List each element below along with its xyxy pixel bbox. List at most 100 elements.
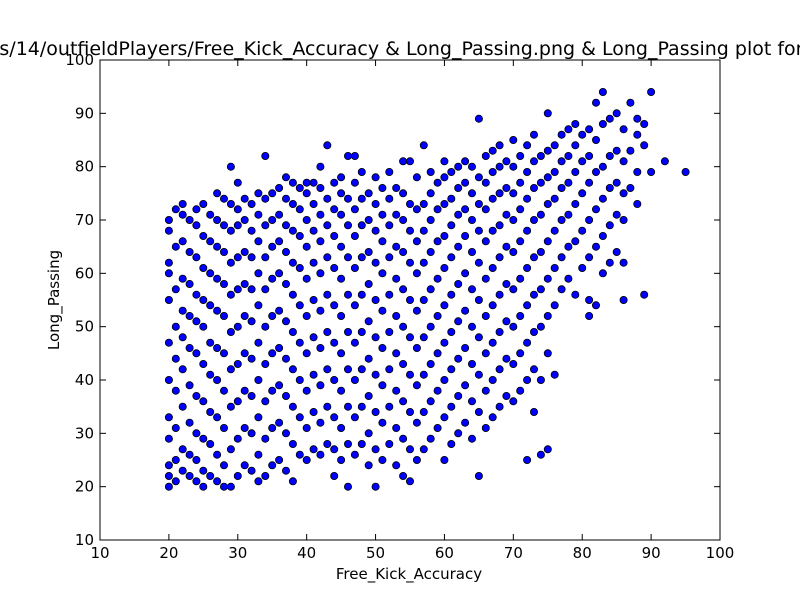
scatter-point (550, 226, 559, 235)
scatter-point (206, 301, 215, 310)
scatter-point (268, 189, 277, 198)
scatter-point (330, 231, 339, 240)
scatter-point (440, 263, 449, 272)
scatter-point (509, 162, 518, 171)
scatter-point (371, 482, 380, 491)
scatter-point (323, 365, 332, 374)
scatter-point (199, 295, 208, 304)
scatter-point (233, 253, 242, 262)
scatter-point (433, 311, 442, 320)
scatter-point (254, 301, 263, 310)
scatter-point (433, 178, 442, 187)
scatter-point (405, 157, 414, 166)
scatter-point (633, 199, 642, 208)
scatter-point (185, 471, 194, 480)
y-tick-label: 30 (75, 424, 94, 442)
scatter-point (419, 370, 428, 379)
scatter-point (585, 253, 594, 262)
scatter-point (474, 114, 483, 123)
scatter-point (543, 445, 552, 454)
scatter-point (564, 210, 573, 219)
scatter-point (254, 269, 263, 278)
scatter-point (281, 221, 290, 230)
scatter-point (268, 349, 277, 358)
scatter-point (337, 274, 346, 283)
scatter-point (323, 402, 332, 411)
scatter-point (185, 215, 194, 224)
scatter-point (405, 445, 414, 454)
scatter-point (350, 231, 359, 240)
scatter-point (240, 386, 249, 395)
scatter-point (295, 183, 304, 192)
scatter-point (240, 461, 249, 470)
scatter-point (226, 162, 235, 171)
scatter-point (275, 237, 284, 246)
scatter-point (350, 375, 359, 384)
scatter-point (495, 327, 504, 336)
scatter-point (502, 183, 511, 192)
scatter-point (247, 429, 256, 438)
scatter-point (364, 317, 373, 326)
scatter-point (543, 274, 552, 283)
scatter-point (171, 423, 180, 432)
scatter-point (399, 471, 408, 480)
scatter-point (219, 247, 228, 256)
scatter-point (543, 349, 552, 358)
scatter-point (213, 215, 222, 224)
scatter-point (247, 285, 256, 294)
scatter-point (295, 338, 304, 347)
scatter-point (268, 274, 277, 283)
scatter-point (378, 418, 387, 427)
scatter-point (523, 375, 532, 384)
scatter-point (213, 242, 222, 251)
scatter-point (268, 242, 277, 251)
x-axis-label: Free_Kick_Accuracy (336, 565, 482, 584)
scatter-point (426, 434, 435, 443)
scatter-points (164, 88, 690, 491)
scatter-point (350, 338, 359, 347)
scatter-point (261, 285, 270, 294)
scatter-point (405, 407, 414, 416)
scatter-point (523, 226, 532, 235)
scatter-point (192, 477, 201, 486)
scatter-point (660, 157, 669, 166)
scatter-point (281, 194, 290, 203)
scatter-point (530, 183, 539, 192)
scatter-point (316, 343, 325, 352)
x-axis-ticks: 10 20 30 40 50 60 70 80 90 100 (90, 60, 734, 562)
scatter-point (199, 199, 208, 208)
scatter-point (571, 237, 580, 246)
scatter-point (233, 205, 242, 214)
scatter-point (268, 386, 277, 395)
scatter-point (219, 386, 228, 395)
scatter-point (226, 327, 235, 336)
scatter-point (350, 450, 359, 459)
scatter-point (378, 343, 387, 352)
scatter-point (405, 295, 414, 304)
scatter-point (488, 146, 497, 155)
scatter-point (530, 253, 539, 262)
scatter-point (199, 231, 208, 240)
scatter-point (233, 221, 242, 230)
scatter-point (233, 359, 242, 368)
scatter-point (550, 194, 559, 203)
scatter-point (330, 445, 339, 454)
y-tick-label: 100 (65, 51, 94, 69)
scatter-point (392, 242, 401, 251)
scatter-point (405, 370, 414, 379)
scatter-point (467, 162, 476, 171)
scatter-point (530, 130, 539, 139)
scatter-point (550, 370, 559, 379)
scatter-point (578, 263, 587, 272)
scatter-point (502, 242, 511, 251)
scatter-point (288, 327, 297, 336)
scatter-point (481, 386, 490, 395)
scatter-point (357, 167, 366, 176)
scatter-point (295, 375, 304, 384)
scatter-point (536, 450, 545, 459)
scatter-point (530, 327, 539, 336)
scatter-point (481, 311, 490, 320)
x-tick-label: 90 (642, 544, 661, 562)
scatter-point (578, 157, 587, 166)
scatter-point (447, 402, 456, 411)
